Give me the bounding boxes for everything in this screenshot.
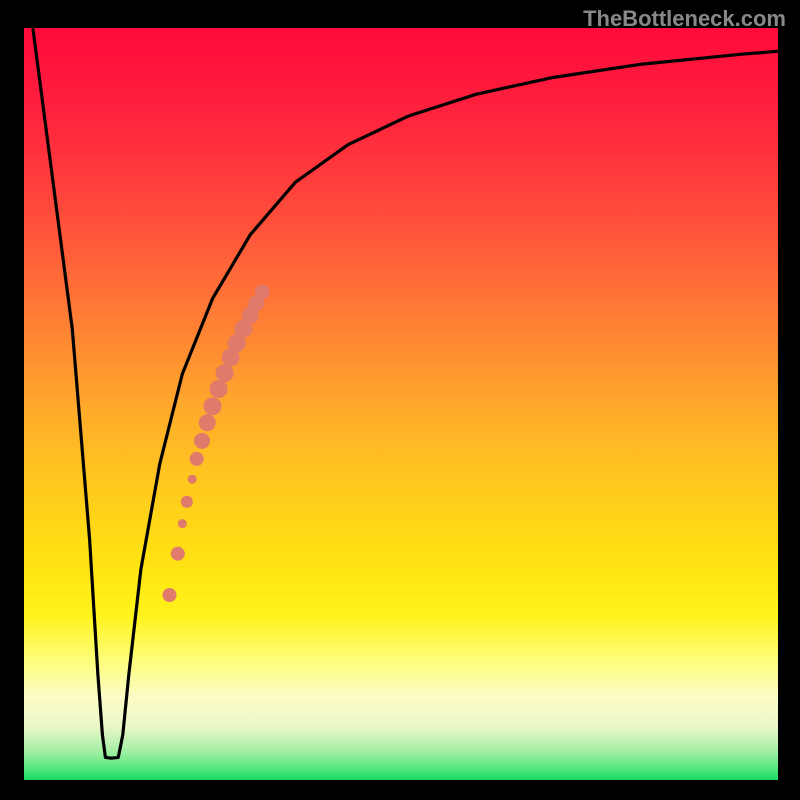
chart-container: TheBottleneck.com — [0, 0, 800, 800]
marker-point — [188, 475, 197, 484]
marker-point — [171, 547, 185, 561]
marker-point — [163, 588, 177, 602]
marker-point — [204, 397, 222, 415]
marker-point — [216, 364, 234, 382]
watermark-text: TheBottleneck.com — [583, 6, 786, 32]
marker-point — [194, 433, 210, 449]
curve-layer — [24, 28, 778, 780]
marker-point — [255, 284, 270, 299]
marker-point — [178, 519, 187, 528]
bottleneck-curve — [33, 30, 777, 759]
plot-area — [24, 28, 778, 780]
marker-point — [181, 496, 193, 508]
marker-point — [210, 380, 228, 398]
marker-point — [199, 414, 216, 431]
markers-group — [163, 284, 270, 602]
marker-point — [190, 452, 204, 466]
